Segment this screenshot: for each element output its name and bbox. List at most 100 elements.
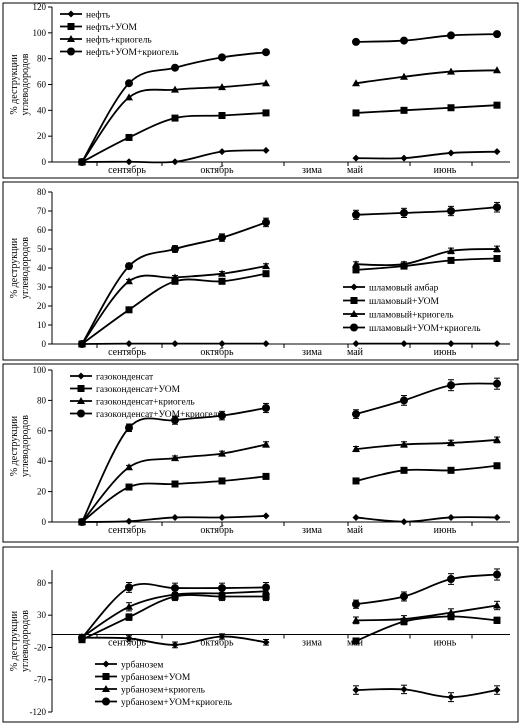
data-point-diamond — [171, 513, 179, 521]
chart-panel-1: 0 20 40 60 80 100 120 сентябрь октябрь зима май июн… — [2, 2, 519, 179]
series-line — [355, 33, 498, 43]
y-tick-label: -120 — [30, 707, 47, 717]
series-line — [355, 688, 498, 699]
data-point-triangle — [352, 260, 360, 268]
y-tick-label: 120 — [33, 2, 47, 12]
y-tick-label: 60 — [37, 225, 47, 235]
series-line — [355, 104, 498, 114]
series-line — [355, 248, 498, 267]
series-нефть+криогель — [78, 66, 501, 165]
y-tick-label: 70 — [37, 206, 47, 216]
series-шламовый+УОМ — [78, 255, 501, 348]
data-point-square — [125, 133, 133, 141]
data-point-triangle — [171, 85, 179, 93]
data-point-diamond — [125, 634, 133, 642]
data-point-circle — [171, 416, 179, 425]
data-point-square — [125, 306, 133, 314]
y-tick-label: 20 — [37, 301, 47, 311]
data-point-diamond — [447, 149, 455, 157]
data-point-circle — [447, 207, 455, 215]
y-tick-label: 60 — [37, 80, 47, 90]
data-point-square — [125, 483, 133, 491]
data-point-triangle — [262, 79, 270, 87]
x-tick-label: зима — [302, 347, 323, 358]
legend-marker-diamond — [102, 660, 110, 668]
legend-marker-circle — [102, 697, 110, 706]
legend-marker-diamond — [67, 10, 75, 18]
data-point-diamond — [400, 340, 408, 348]
x-tick-label: октябрь — [200, 165, 234, 176]
data-point-square — [400, 466, 408, 474]
data-point-circle — [262, 583, 270, 592]
series-line — [355, 206, 498, 216]
data-point-circle — [125, 79, 133, 88]
data-point-circle — [78, 158, 86, 166]
x-tick-label: зима — [302, 638, 323, 649]
data-point-diamond — [400, 154, 408, 162]
y-axis-label: % деструкцииуглеводородов — [9, 53, 31, 115]
y-tick-label: 40 — [37, 456, 47, 466]
x-tick-label: октябрь — [200, 525, 234, 536]
legend-label: урбанозем — [121, 660, 163, 671]
legend-marker-circle — [67, 47, 75, 56]
data-point-square — [352, 477, 360, 485]
data-point-diamond — [125, 340, 133, 348]
x-tick-label: июнь — [434, 638, 457, 649]
legend-marker-square — [350, 297, 358, 304]
legend-label: урбанозем+УОМ — [121, 672, 191, 683]
data-point-circle — [447, 381, 455, 390]
legend-label: газоконденсат+УОМ — [96, 385, 181, 395]
y-tick-label: 20 — [37, 487, 47, 497]
data-point-circle — [352, 600, 360, 609]
y-tick-label: 0 — [42, 157, 47, 167]
data-point-diamond — [218, 513, 226, 521]
x-tick-label: май — [347, 347, 364, 358]
x-tick-label: май — [347, 165, 364, 176]
data-point-triangle — [218, 269, 226, 277]
legend-label: газоконденсат+УОМ+криогель — [96, 410, 222, 420]
y-tick-label: 60 — [37, 426, 47, 436]
data-point-triangle — [493, 66, 501, 74]
y-tick-label: 80 — [37, 578, 47, 588]
x-tick-label: июнь — [434, 347, 457, 358]
data-point-circle — [262, 48, 270, 57]
y-tick-label: 80 — [37, 187, 47, 197]
data-point-square — [262, 270, 270, 278]
data-point-diamond — [493, 686, 501, 694]
x-tick-label: сентябрь — [108, 347, 146, 358]
y-axis-label: % деструкцииуглеводородов — [9, 237, 31, 299]
series-шламовый+криогель — [78, 245, 501, 347]
data-point-circle — [447, 31, 455, 40]
data-point-square — [493, 462, 501, 470]
data-point-square — [171, 480, 179, 488]
y-tick-label: -20 — [34, 642, 46, 652]
series-нефть+УОМ — [78, 101, 501, 166]
legend-label: урбанозем+криогель — [121, 685, 206, 696]
legend-label: нефть+УОМ+криогель — [86, 47, 179, 58]
legend-marker-circle — [77, 409, 85, 418]
y-tick-label: 0 — [42, 339, 47, 349]
series-line — [355, 382, 498, 415]
y-tick-label: 100 — [33, 28, 47, 38]
data-point-square — [447, 466, 455, 474]
legend-label: нефть+УОМ — [86, 22, 138, 33]
legend-marker-triangle — [77, 397, 85, 404]
data-point-circle — [400, 208, 408, 217]
data-point-square — [447, 256, 455, 264]
x-tick-label: сентябрь — [108, 165, 146, 176]
series-шламовый+УОМ+криогель — [78, 201, 501, 348]
data-point-triangle — [447, 438, 455, 446]
series-line — [355, 150, 498, 160]
data-point-circle — [78, 340, 86, 348]
x-tick-label: зима — [302, 165, 323, 176]
legend-marker-triangle — [102, 685, 110, 692]
data-point-square — [218, 112, 226, 119]
data-point-diamond — [493, 148, 501, 156]
data-point-triangle — [262, 262, 270, 270]
data-point-diamond — [171, 641, 179, 649]
data-point-circle — [262, 218, 270, 227]
y-tick-label: 0 — [42, 517, 47, 527]
data-point-triangle — [447, 246, 455, 254]
